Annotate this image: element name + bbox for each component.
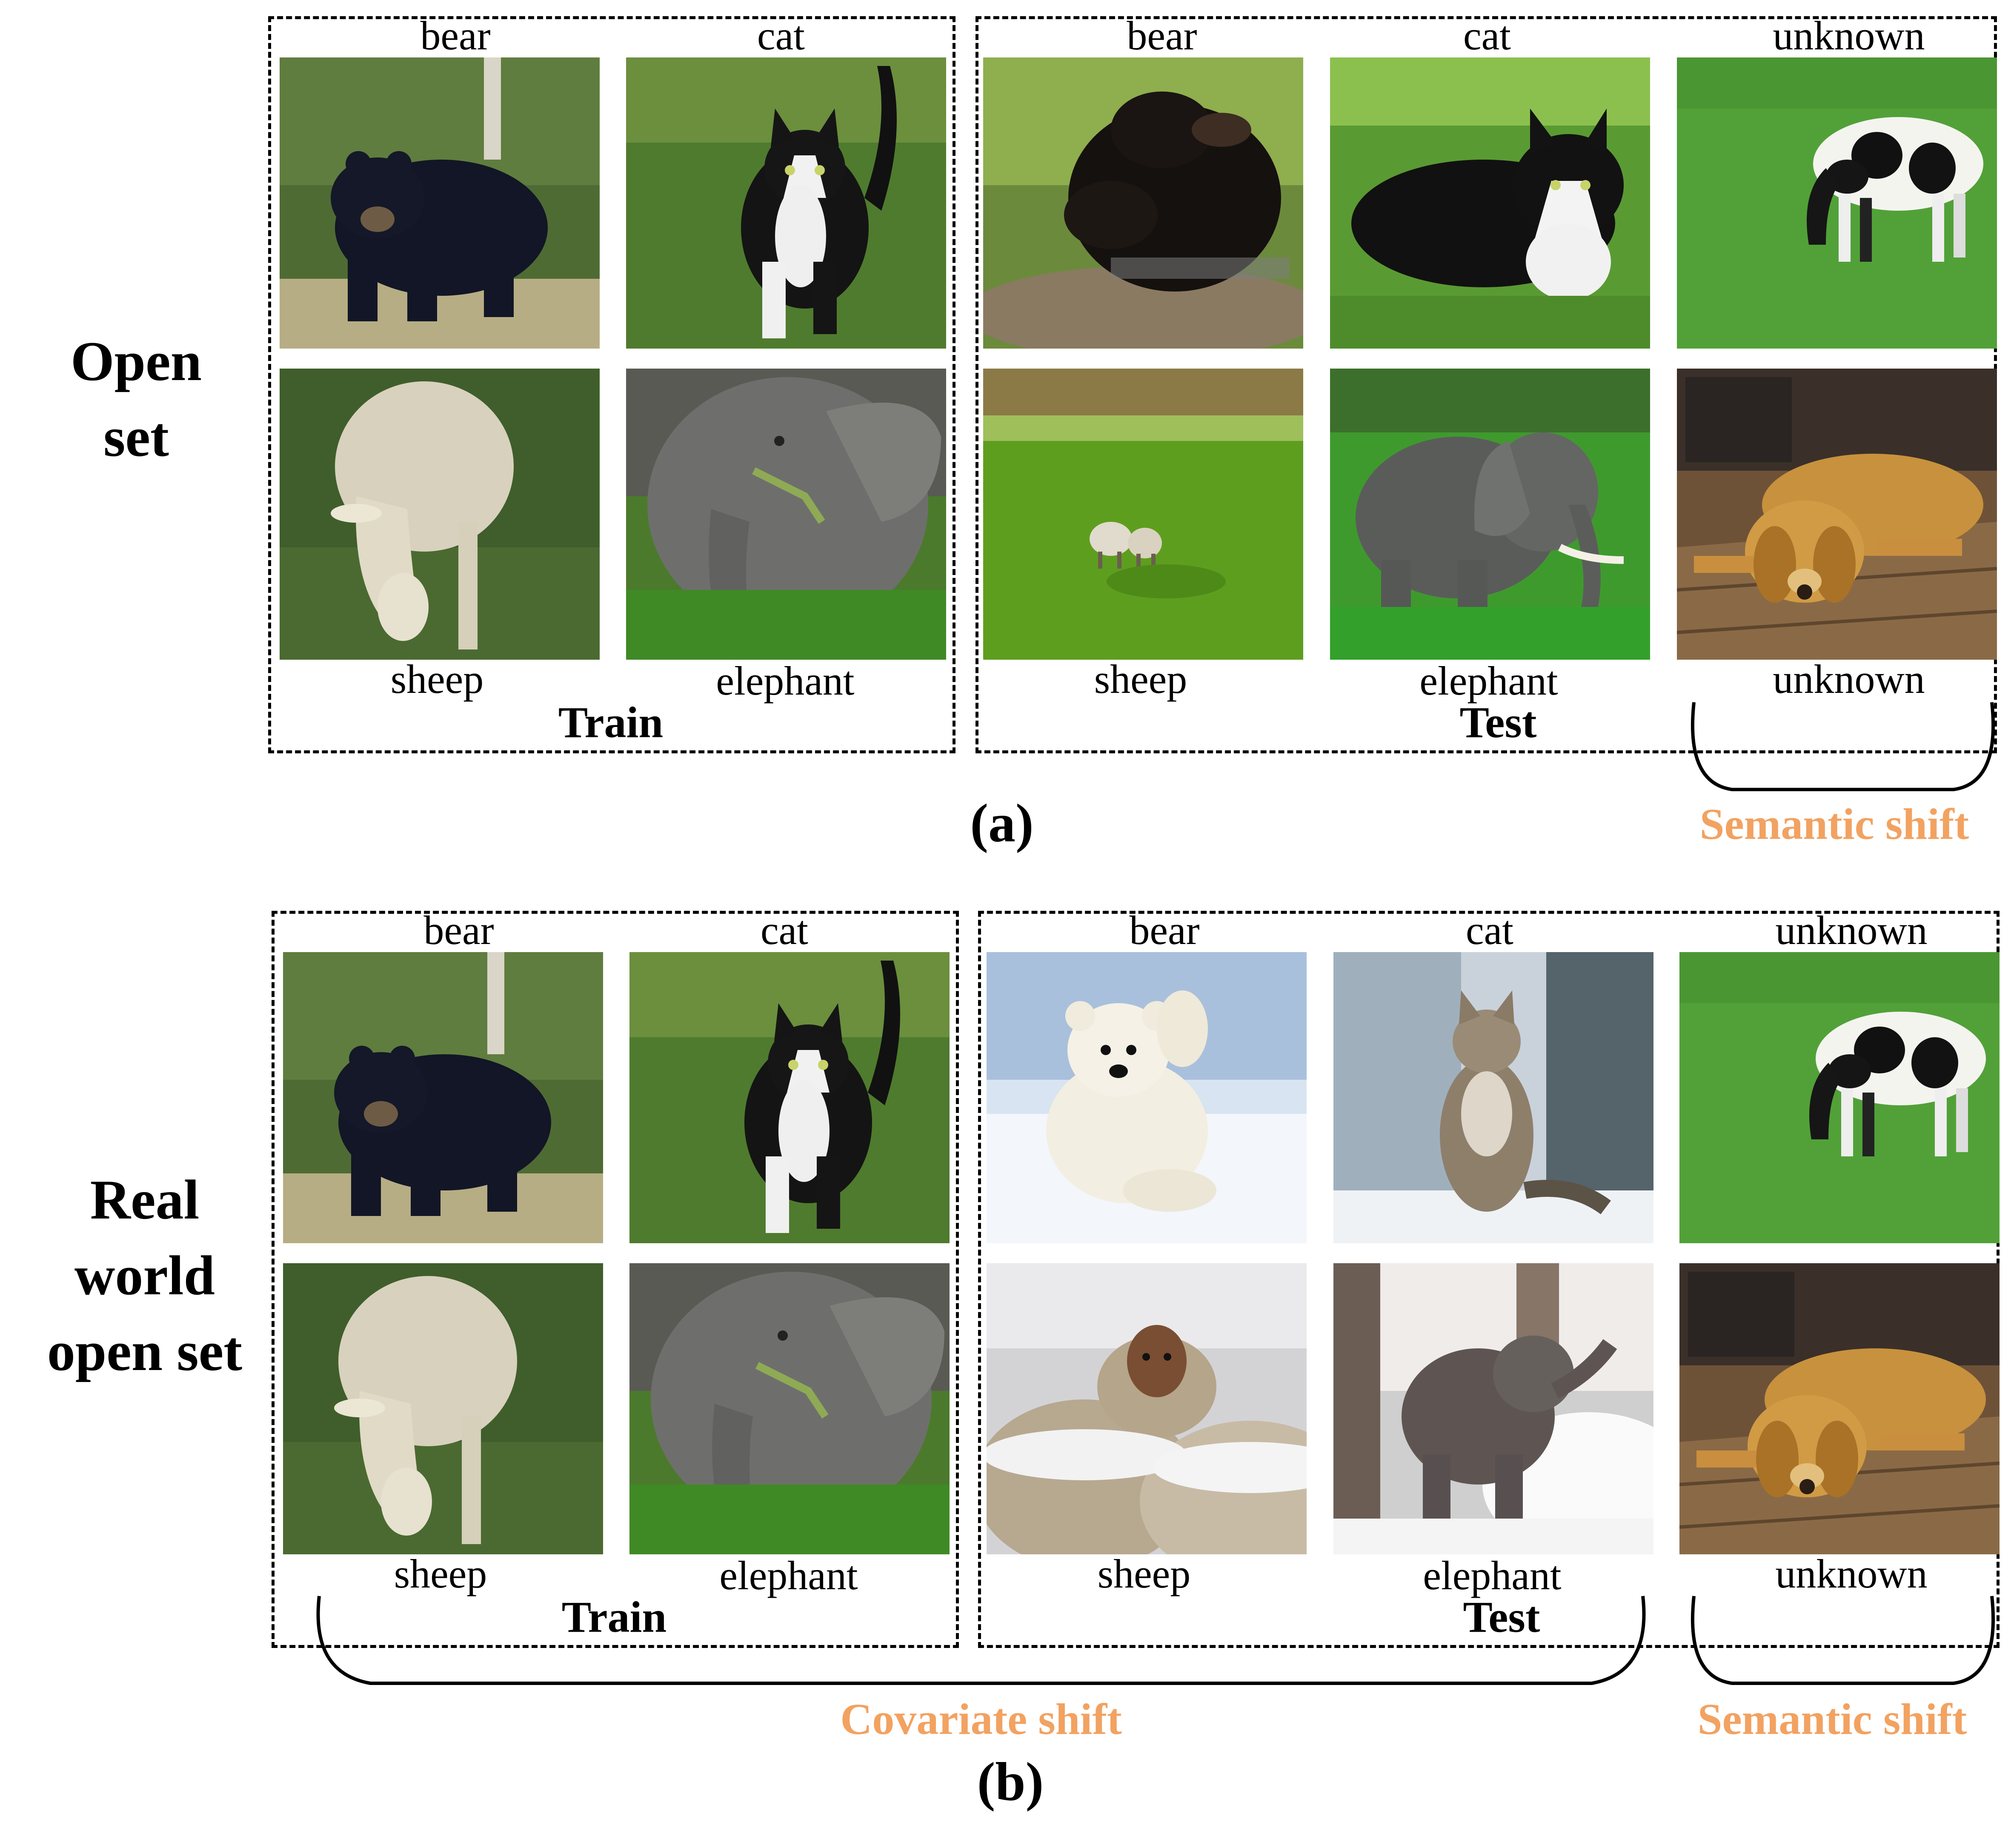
image-black-bear-train <box>283 952 603 1243</box>
elephant-grass-icon <box>629 1263 950 1554</box>
elephant-grass-icon <box>626 369 946 660</box>
image-sheep-train <box>280 369 600 660</box>
image-label-bottom: sheep <box>390 656 484 702</box>
image-unknown-cow <box>1679 952 2000 1243</box>
black-white-cat-grass-icon <box>629 952 950 1243</box>
baby-elephant-snow-icon <box>1333 1263 1653 1554</box>
row-title-line: Open <box>70 330 202 392</box>
image-label-bottom: elephant <box>719 1553 858 1598</box>
elephant-meadow-icon <box>1330 369 1650 660</box>
row-title-line: set <box>103 406 169 469</box>
cow-grass-icon <box>1677 57 1997 349</box>
polar-bear-snow-icon <box>987 952 1307 1243</box>
black-white-cat-lying-grass-icon <box>1330 57 1650 349</box>
image-elephant-test <box>1333 1263 1653 1554</box>
row-title-real-world-open-set: Real world open set <box>9 1162 281 1390</box>
image-label-top: bear <box>1127 13 1197 58</box>
semantic-shift-label: Semantic shift <box>1697 1695 1967 1744</box>
black-bear-rock-icon <box>983 57 1303 349</box>
image-label-top: cat <box>1466 907 1513 953</box>
train-label: Train <box>558 698 664 747</box>
golden-retriever-wood-floor-icon <box>1677 369 1997 660</box>
image-cat-test <box>1330 57 1650 349</box>
covariate-shift-brace <box>316 1596 1646 1685</box>
tabby-cat-snow-icon <box>1333 952 1653 1243</box>
image-black-bear-train <box>280 57 600 349</box>
semantic-shift-label: Semantic shift <box>1699 800 1969 849</box>
covariate-shift-label: Covariate shift <box>840 1695 1122 1744</box>
sheep-snow-icon <box>987 1263 1307 1554</box>
image-unknown-dog <box>1679 1263 2000 1554</box>
sheep-grazing-grass-icon <box>283 1263 603 1554</box>
black-white-cat-grass-icon <box>626 57 946 349</box>
train-box <box>272 911 959 1648</box>
image-label-top: unknown <box>1775 907 1928 953</box>
image-unknown-cow <box>1677 57 1997 349</box>
panel-label-b: (b) <box>977 1751 1044 1812</box>
test-label: Test <box>1463 1593 1540 1642</box>
image-elephant-train <box>626 369 946 660</box>
image-label-top: unknown <box>1773 13 1925 58</box>
image-label-top: cat <box>757 13 805 58</box>
row-title-line: open set <box>47 1320 243 1383</box>
semantic-shift-brace <box>1691 1596 1995 1685</box>
image-cat-train <box>626 57 946 349</box>
row-title-line: Real <box>90 1168 200 1231</box>
train-label: Train <box>561 1593 667 1642</box>
image-elephant-test <box>1330 369 1650 660</box>
image-label-top: bear <box>1129 907 1200 953</box>
image-label-bottom: sheep <box>394 1551 487 1596</box>
test-label: Test <box>1459 698 1537 747</box>
row-title-line: world <box>74 1244 215 1307</box>
image-elephant-train <box>629 1263 950 1554</box>
image-sheep-test <box>983 369 1303 660</box>
golden-retriever-wood-floor-icon <box>1679 1263 2000 1554</box>
image-cat-test <box>1333 952 1653 1243</box>
image-bear-test <box>987 952 1307 1243</box>
row-title-open-set: Open set <box>0 323 272 475</box>
black-bear-forest-icon <box>283 952 603 1243</box>
image-cat-train <box>629 952 950 1243</box>
image-sheep-test <box>987 1263 1307 1554</box>
sheep-field-icon <box>983 369 1303 660</box>
image-label-top: bear <box>420 13 491 58</box>
train-box <box>268 16 955 753</box>
image-label-bottom: unknown <box>1773 656 1925 702</box>
image-label-bottom: elephant <box>1419 658 1558 704</box>
image-label-top: bear <box>423 907 494 953</box>
image-label-bottom: elephant <box>716 658 855 704</box>
image-unknown-dog <box>1677 369 1997 660</box>
black-bear-forest-icon <box>280 57 600 349</box>
panel-label-a: (a) <box>970 793 1034 853</box>
image-label-top: cat <box>761 907 808 953</box>
sheep-grazing-grass-icon <box>280 369 600 660</box>
semantic-shift-brace <box>1691 702 1995 791</box>
image-label-top: cat <box>1463 13 1511 58</box>
image-sheep-train <box>283 1263 603 1554</box>
cow-grass-icon <box>1679 952 2000 1243</box>
image-label-bottom: unknown <box>1775 1551 1928 1596</box>
image-label-bottom: sheep <box>1094 656 1187 702</box>
image-label-bottom: sheep <box>1097 1551 1191 1596</box>
image-label-bottom: elephant <box>1423 1553 1562 1598</box>
image-bear-test <box>983 57 1303 349</box>
